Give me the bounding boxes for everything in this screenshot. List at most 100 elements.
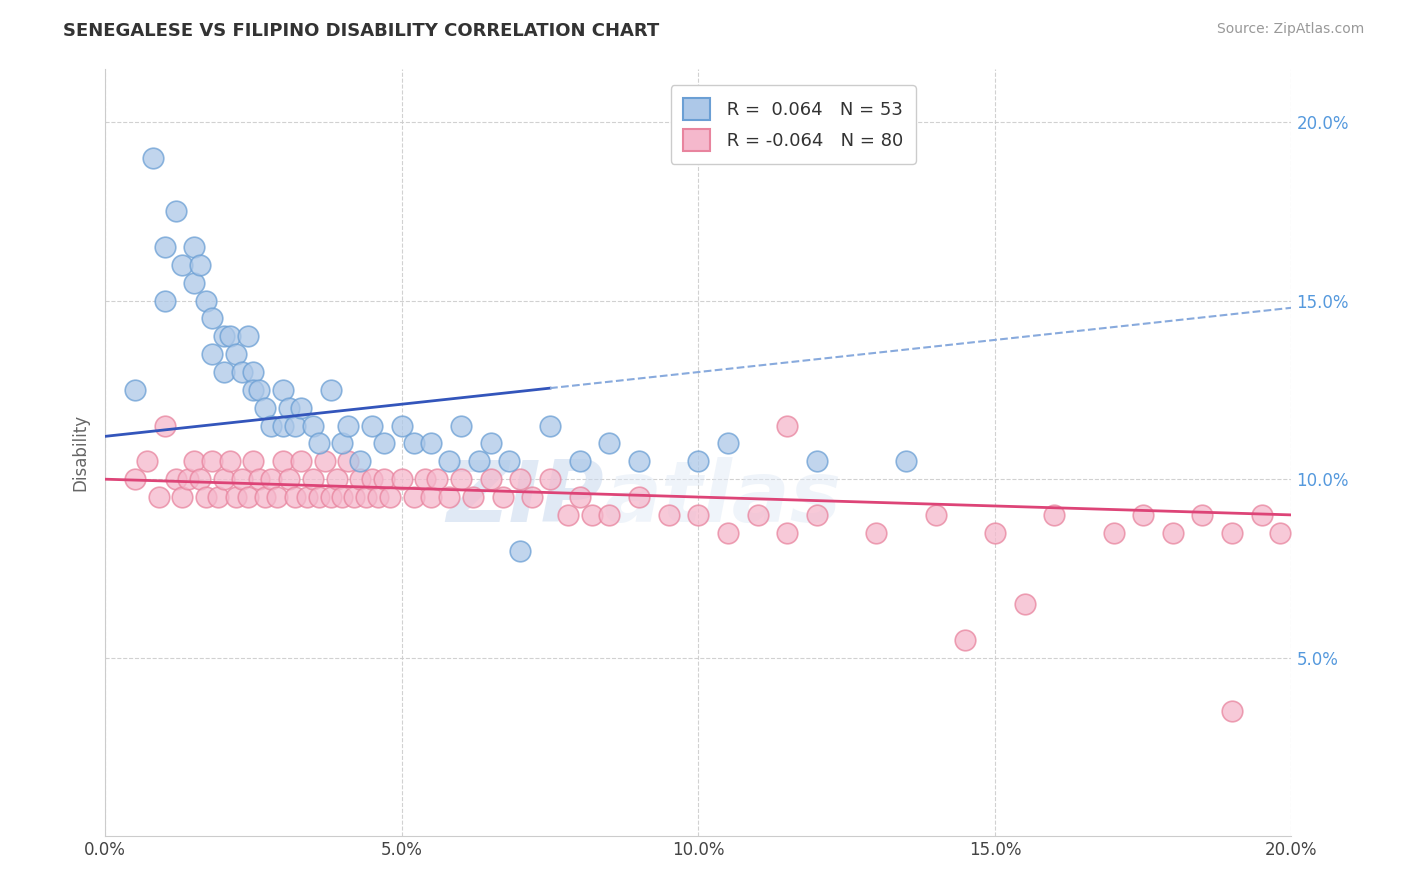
Point [212, 472, 235, 486]
Point [391, 472, 413, 486]
Point [717, 436, 740, 450]
Point [349, 472, 371, 486]
Point [188, 258, 211, 272]
Point [201, 311, 224, 326]
Point [491, 490, 513, 504]
Point [522, 490, 544, 504]
Point [124, 383, 146, 397]
Point [1132, 508, 1154, 522]
Point [242, 454, 264, 468]
Text: ZIP: ZIP [446, 457, 603, 540]
Point [806, 454, 828, 468]
Point [153, 240, 176, 254]
Point [402, 490, 425, 504]
Point [479, 472, 502, 486]
Point [290, 454, 312, 468]
Point [165, 204, 187, 219]
Point [225, 490, 247, 504]
Point [249, 472, 271, 486]
Point [290, 401, 312, 415]
Point [266, 490, 288, 504]
Point [1014, 597, 1036, 611]
Point [1043, 508, 1066, 522]
Point [212, 329, 235, 343]
Point [332, 436, 354, 450]
Point [301, 418, 323, 433]
Point [343, 490, 366, 504]
Point [349, 454, 371, 468]
Point [439, 454, 461, 468]
Point [242, 365, 264, 379]
Point [984, 525, 1007, 540]
Point [319, 383, 342, 397]
Point [249, 383, 271, 397]
Point [172, 490, 194, 504]
Point [319, 490, 342, 504]
Point [955, 632, 977, 647]
Point [391, 418, 413, 433]
Point [498, 454, 520, 468]
Y-axis label: Disability: Disability [72, 414, 89, 491]
Point [260, 418, 283, 433]
Point [1102, 525, 1125, 540]
Point [218, 329, 240, 343]
Point [308, 490, 330, 504]
Point [1161, 525, 1184, 540]
Point [231, 472, 253, 486]
Point [806, 508, 828, 522]
Point [183, 454, 205, 468]
Point [218, 454, 240, 468]
Point [183, 276, 205, 290]
Point [439, 490, 461, 504]
Point [538, 418, 561, 433]
Point [378, 490, 401, 504]
Point [557, 508, 579, 522]
Point [747, 508, 769, 522]
Point [509, 543, 531, 558]
Point [148, 490, 170, 504]
Point [402, 436, 425, 450]
Point [165, 472, 187, 486]
Point [373, 472, 395, 486]
Point [271, 383, 294, 397]
Point [195, 490, 218, 504]
Point [242, 383, 264, 397]
Point [1268, 525, 1291, 540]
Point [183, 240, 205, 254]
Point [509, 472, 531, 486]
Point [538, 472, 561, 486]
Point [894, 454, 917, 468]
Point [177, 472, 200, 486]
Point [468, 454, 491, 468]
Point [361, 472, 384, 486]
Point [260, 472, 283, 486]
Point [568, 490, 591, 504]
Point [420, 436, 443, 450]
Point [776, 418, 799, 433]
Point [153, 418, 176, 433]
Point [450, 472, 472, 486]
Point [717, 525, 740, 540]
Point [1220, 704, 1243, 718]
Point [598, 508, 620, 522]
Point [195, 293, 218, 308]
Point [325, 472, 347, 486]
Point [308, 436, 330, 450]
Point [568, 454, 591, 468]
Point [361, 418, 384, 433]
Point [201, 454, 224, 468]
Point [426, 472, 449, 486]
Point [188, 472, 211, 486]
Point [278, 472, 301, 486]
Point [479, 436, 502, 450]
Point [236, 490, 259, 504]
Point [301, 472, 323, 486]
Point [337, 454, 360, 468]
Point [236, 329, 259, 343]
Point [295, 490, 318, 504]
Point [627, 490, 650, 504]
Point [354, 490, 377, 504]
Legend:  R =  0.064   N = 53,  R = -0.064   N = 80: R = 0.064 N = 53, R = -0.064 N = 80 [671, 86, 915, 163]
Text: SENEGALESE VS FILIPINO DISABILITY CORRELATION CHART: SENEGALESE VS FILIPINO DISABILITY CORREL… [63, 22, 659, 40]
Point [1220, 525, 1243, 540]
